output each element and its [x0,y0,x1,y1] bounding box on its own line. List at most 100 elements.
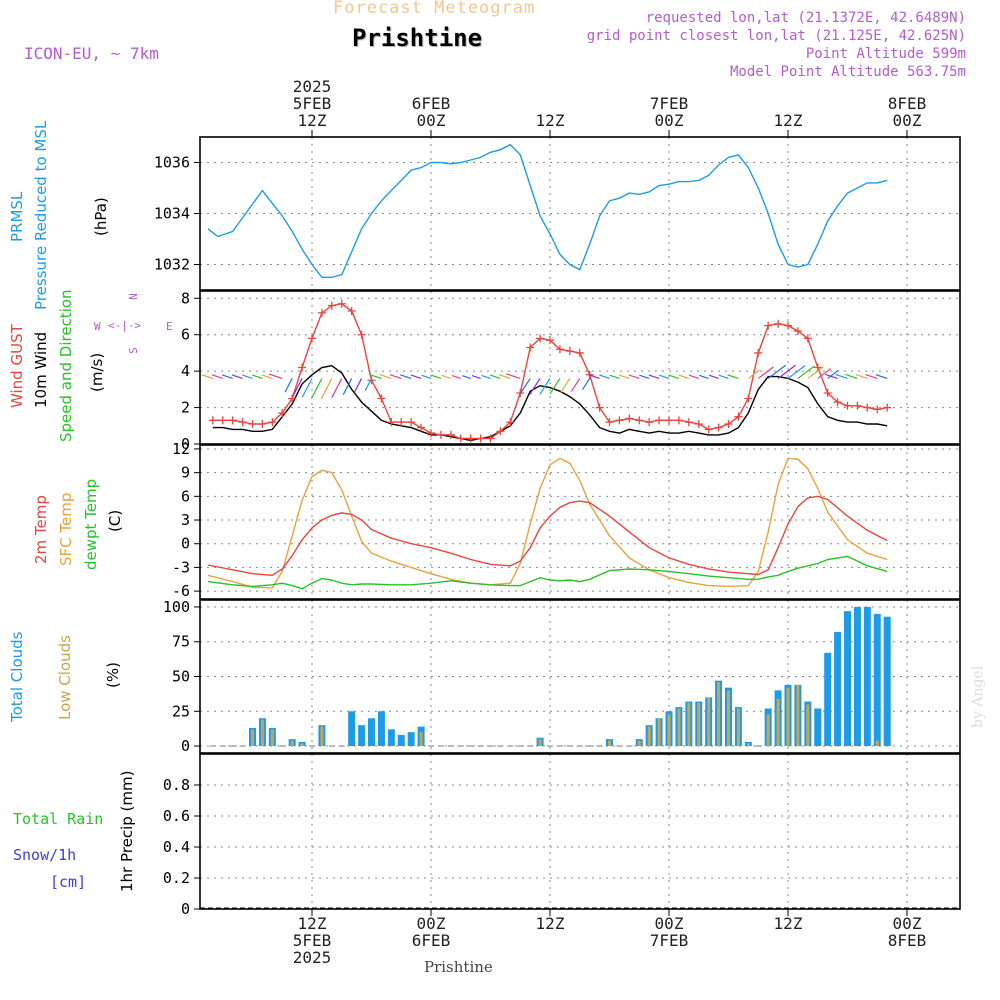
gust-marker [357,330,366,339]
low-clouds-bar [260,719,264,747]
y-tick-label: 6 [181,326,190,344]
gust-marker [347,307,356,316]
gust-marker [645,418,654,427]
gust-marker [615,416,624,425]
gust-marker [863,403,872,412]
snow-legend: Snow/1h [13,846,77,864]
low-clouds-bar [320,726,324,747]
low-clouds-bar [647,726,651,747]
wind-direction-arrow [364,378,373,392]
wind-direction-arrow [389,374,402,379]
gust-marker [308,334,316,343]
top-time-label: 00Z [416,111,446,130]
wind-direction-arrow [471,375,481,379]
gust-marker [793,327,802,336]
total-clouds-bar [863,606,871,747]
gust-marker [298,363,307,372]
gust-marker [337,299,346,308]
wind-direction-arrow [827,369,839,379]
wind-direction-arrow [310,378,323,399]
gust-marker [317,308,326,317]
footer-location: Prishtine [424,958,493,976]
wind-direction-arrow [639,374,650,379]
y-tick-label: 6 [181,487,190,505]
gust-marker [526,343,535,352]
gust-marker [655,416,664,425]
y-tick-label: 8 [181,289,190,307]
panel-frame [199,290,961,445]
low-clouds-bar [786,687,790,747]
total-clouds-bar [844,611,851,747]
low-clouds-bar [270,729,274,747]
gust-marker [883,403,892,412]
y-tick-label: 100 [163,598,190,616]
low-clouds-bar [677,708,681,747]
wind-direction-arrow [252,374,263,379]
wind-direction-arrow [481,374,491,379]
wind-direction-arrow [231,374,243,379]
wind-direction-arrow [242,374,253,379]
low-clouds-bar [300,743,304,747]
top-time-label: 12Z [535,111,565,130]
low-clouds-bar [806,704,810,747]
gust-marker [694,419,703,428]
wind-direction-arrow [648,374,660,379]
gust-marker [248,419,257,428]
y-tick-label: 25 [172,702,190,720]
gust-marker [853,401,862,410]
total-clouds-bar [358,725,366,747]
panel-frame [199,599,961,754]
wind-direction-arrow [451,375,461,379]
y-tick-label: -3 [172,558,190,576]
low-clouds-bar [697,702,701,747]
wind-direction-arrow [379,374,392,379]
gust-marker [496,427,505,436]
low-clouds-bar [766,714,770,747]
gust-marker [833,398,842,407]
wind-direction-arrow [767,364,786,379]
gust-marker [407,418,416,427]
low-clouds-bar [538,739,542,747]
y-tick-label: 0.6 [163,807,190,825]
y-tick-label: 75 [172,633,190,651]
wind-direction-arrow [519,378,531,395]
low-clouds-bar [776,698,780,747]
gust-marker [843,401,852,410]
total-clouds-bar [368,718,375,747]
gust-marker [427,429,435,438]
gust-marker [218,416,227,425]
top-time-label: 12Z [297,111,327,130]
bottom-time-label: 12Z [535,914,565,933]
gust-marker [228,416,237,425]
rain-legend: Total Rain [13,810,104,828]
gust-marker [417,423,426,432]
wind-direction-arrow [498,374,511,379]
gust-marker [506,418,515,427]
y-tick-label: 9 [181,464,190,482]
gust-marker [456,434,465,443]
wind-direction-arrow [506,373,521,379]
low-clouds-bar [657,718,661,747]
compass-east: E [166,320,173,333]
gust-marker [784,321,792,330]
y-tick-label: 0 [181,435,190,453]
wind-direction-arrow [824,373,838,379]
bottom-time-label: 12Z [297,914,327,933]
bottom-time-label: 6FEB [411,931,451,950]
total-clouds-bar [407,732,415,747]
total-clouds-bar [387,729,395,747]
gust-marker [387,418,396,427]
wind-direction-arrow [678,374,690,379]
wind-direction-arrow [688,374,699,379]
top-time-label: 00Z [654,111,684,130]
compass-rose: N W <-|-> E S [90,290,180,360]
gust-marker [238,418,247,427]
panel-frame [199,753,961,910]
gust-marker [684,418,693,427]
gust-marker [466,434,475,443]
wind-direction-arrow [609,374,620,379]
temp2m-series-line [207,495,888,577]
total-clouds-bar [824,652,832,747]
gust-marker [704,425,713,434]
